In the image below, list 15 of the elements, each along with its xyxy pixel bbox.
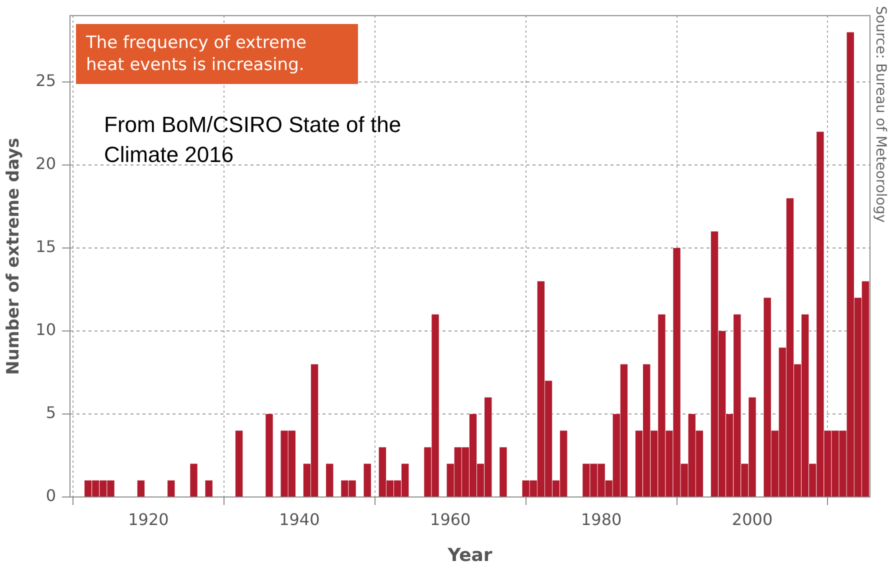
x-tick-label: 1960 <box>430 510 471 529</box>
y-tick-label: 0 <box>46 486 56 506</box>
y-tick-label: 10 <box>36 320 56 340</box>
y-tick-label: 15 <box>36 237 56 256</box>
x-tick-label: 1920 <box>128 510 169 529</box>
annotation: From BoM/CSIRO State of the Climate 2016 <box>104 111 402 169</box>
x-tick-label: 1940 <box>279 510 320 529</box>
x-axis-title: Year <box>446 544 492 566</box>
x-tick-label: 2000 <box>732 510 773 529</box>
y-tick-label: 20 <box>36 154 56 174</box>
y-tick-label: 5 <box>46 403 56 422</box>
x-tick-label: 1980 <box>580 510 622 529</box>
y-tick-label: 25 <box>36 71 56 90</box>
source-note: Source: Bureau of Meteorology <box>872 6 888 223</box>
y-axis-title: Number of extreme days <box>4 138 24 375</box>
